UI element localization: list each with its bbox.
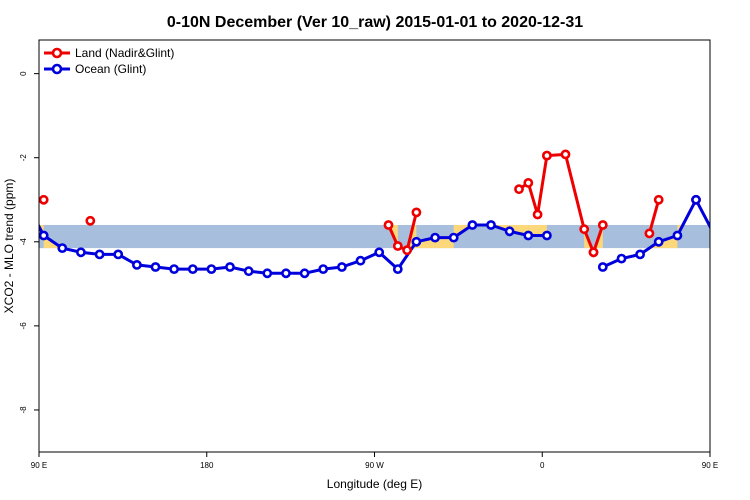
data-point-ocean: [318, 264, 329, 274]
chart-title: 0-10N December (Ver 10_raw) 2015-01-01 t…: [167, 14, 583, 31]
x-axis: 90 E 180 90 W 0 90 E: [31, 452, 718, 470]
y-tick-label: -6: [19, 322, 28, 330]
data-point-ocean: [653, 236, 664, 247]
data-point-ocean: [113, 249, 124, 260]
legend-ocean-label: Ocean (Glint): [75, 62, 146, 76]
data-point-ocean: [336, 262, 347, 272]
data-point-ocean: [355, 255, 366, 266]
x-tick-label: 0: [540, 461, 545, 470]
plot-area: [21, 149, 737, 279]
y-axis-label: XCO2 - MLO trend (ppm): [2, 179, 16, 314]
data-point-land: [39, 194, 49, 205]
data-point-ocean: [486, 220, 496, 230]
data-point-ocean: [281, 268, 291, 279]
data-point-land: [644, 228, 655, 239]
data-point-ocean: [504, 226, 515, 237]
data-point-ocean: [206, 264, 217, 274]
legend-ocean-marker: [51, 63, 63, 75]
series-line-land: [387, 212, 418, 252]
data-point-ocean: [730, 245, 737, 252]
data-point-ocean: [39, 230, 49, 241]
band-highlight: [677, 225, 696, 236]
data-point-land: [402, 245, 412, 256]
data-point-ocean: [411, 236, 422, 247]
data-point-ocean: [94, 249, 105, 260]
series-line-land: [647, 199, 661, 234]
band-highlight: [715, 236, 734, 249]
y-tick-label: -8: [19, 406, 28, 414]
data-point-ocean: [374, 247, 385, 258]
data-point-ocean: [616, 253, 627, 264]
legend: Land (Nadir&Glint) Ocean (Glint): [44, 46, 174, 76]
data-point-ocean: [262, 268, 273, 279]
data-point-land: [85, 215, 96, 226]
data-point-ocean: [243, 266, 254, 277]
data-point-ocean: [467, 220, 478, 230]
reference-band: [39, 224, 710, 249]
band-highlight: [584, 229, 594, 249]
data-point-ocean: [299, 268, 310, 279]
data-point-ocean: [150, 262, 161, 272]
y-tick-label: -4: [19, 238, 28, 246]
data-point-land: [392, 241, 403, 251]
data-point-ocean: [187, 264, 198, 274]
band-highlight: [593, 225, 603, 249]
band-highlight: [397, 241, 417, 249]
data-point-ocean: [709, 234, 710, 237]
data-point-ocean: [691, 194, 701, 205]
data-point-ocean: [21, 196, 28, 203]
data-point-land: [411, 207, 422, 218]
x-tick-label: 90 W: [365, 461, 384, 470]
y-axis: 0 -2 -4 -6 -8: [19, 71, 39, 414]
band-highlight: [435, 237, 454, 249]
y-tick-label: -2: [19, 154, 28, 162]
x-axis-label: Longitude (deg E): [327, 477, 422, 491]
data-point-land: [588, 247, 599, 258]
data-point-land: [523, 177, 534, 188]
series-points: [21, 149, 737, 279]
data-point-ocean: [430, 232, 440, 243]
data-point-land: [560, 149, 571, 160]
data-point-land: [514, 184, 524, 195]
legend-land-label: Land (Nadir&Glint): [75, 46, 174, 60]
data-point-land: [597, 220, 608, 230]
data-point-ocean: [169, 264, 179, 274]
data-point-ocean: [523, 230, 534, 241]
band-highlight: [509, 225, 529, 236]
data-point-land: [383, 220, 394, 230]
x-tick-label: 180: [200, 461, 214, 470]
data-point-ocean: [57, 243, 68, 253]
data-point-ocean: [392, 264, 403, 274]
y-tick-label: 0: [19, 71, 28, 76]
series-line-land: [518, 155, 549, 216]
data-point-land: [579, 224, 590, 235]
data-point-land: [532, 209, 543, 220]
data-point-ocean: [672, 230, 683, 241]
data-point-ocean: [131, 259, 142, 270]
data-point-ocean: [597, 262, 608, 272]
x-tick-label: 90 E: [31, 461, 47, 470]
legend-land-marker: [51, 47, 63, 59]
band-highlight: [453, 225, 473, 238]
x-tick-label: 90 E: [702, 461, 718, 470]
series-line-land: [546, 152, 595, 253]
data-point-ocean: [225, 262, 235, 272]
data-point-ocean: [76, 247, 86, 258]
data-point-land: [542, 150, 552, 161]
band-highlight: [528, 225, 547, 236]
data-point-land: [653, 194, 664, 205]
data-point-ocean: [635, 249, 645, 260]
data-point-ocean: [542, 230, 552, 241]
band-highlight: [416, 237, 436, 249]
data-point-ocean: [448, 232, 459, 243]
